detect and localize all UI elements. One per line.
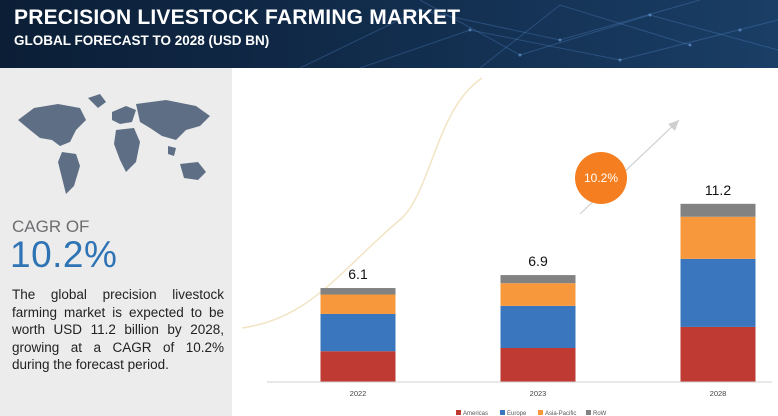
x-tick-2028: 2028 — [710, 389, 727, 398]
banner-background-lines — [299, 0, 778, 68]
world-map-icon — [18, 94, 210, 194]
legend-label-row: RoW — [593, 411, 607, 416]
header-banner: PRECISION LIVESTOCK FARMING MARKET GLOBA… — [0, 0, 778, 68]
stacked-bar-chart: 6.1 2022 6.9 2023 11.2 2028 10.2% Americas Eur… — [241, 77, 772, 416]
bar-row-2023 — [500, 275, 576, 284]
bar-asia-pacific-2028 — [680, 216, 756, 259]
cagr-badge-label: 10.2% — [584, 171, 618, 185]
page-title: PRECISION LIVESTOCK FARMING MARKET — [14, 6, 461, 29]
bar-americas-2028 — [680, 326, 756, 382]
bar-americas-2022 — [320, 351, 396, 382]
legend-label-europe: Europe — [507, 411, 527, 416]
legend-swatch-americas — [456, 410, 461, 415]
x-tick-2022: 2022 — [350, 389, 367, 398]
bar-europe-2023 — [500, 305, 576, 348]
bar-asia-pacific-2022 — [320, 294, 396, 314]
total-label-2023: 6.9 — [528, 253, 548, 269]
growth-arrow-head — [668, 120, 679, 131]
bar-americas-2023 — [500, 347, 576, 382]
total-label-2028: 11.2 — [705, 182, 731, 198]
legend-swatch-row — [586, 410, 591, 415]
legend-swatch-europe — [500, 410, 505, 415]
total-label-2022: 6.1 — [348, 266, 368, 282]
bar-asia-pacific-2023 — [500, 283, 576, 306]
decorative-curve — [241, 77, 483, 329]
summary-panel: CAGR OF 10.2% The global precision lives… — [0, 68, 232, 416]
cagr-badge — [575, 152, 627, 204]
cagr-label: CAGR OF — [12, 217, 90, 236]
bar-row-2022 — [320, 288, 396, 295]
market-description: The global precision livestock farming m… — [12, 287, 224, 372]
bar-row-2028 — [680, 203, 756, 217]
legend-swatch-asia-pacific — [538, 410, 543, 415]
cagr-value: 10.2% — [10, 234, 118, 275]
x-tick-2023: 2023 — [530, 389, 547, 398]
bar-europe-2022 — [320, 313, 396, 352]
legend-label-americas: Americas — [463, 411, 488, 416]
page-subtitle: GLOBAL FORECAST TO 2028 (USD BN) — [14, 33, 270, 48]
bar-europe-2028 — [680, 258, 756, 327]
legend-label-asia-pacific: Asia-Pacific — [545, 411, 576, 416]
